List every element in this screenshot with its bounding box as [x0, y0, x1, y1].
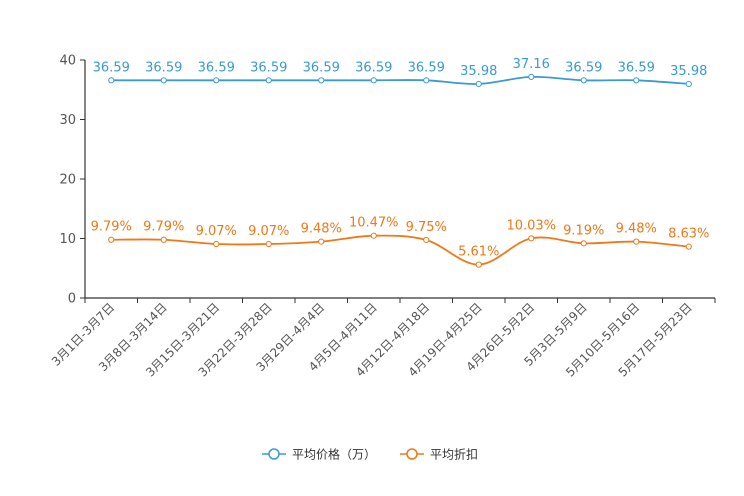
data-label: 36.59: [198, 60, 235, 75]
data-point[interactable]: [318, 238, 325, 245]
data-label: 36.59: [145, 60, 182, 75]
data-point[interactable]: [265, 240, 272, 248]
data-point[interactable]: [685, 80, 692, 88]
data-point[interactable]: [475, 80, 482, 88]
series-layer: [108, 73, 692, 268]
data-label: 10.47%: [349, 216, 399, 231]
data-label: 9.07%: [248, 224, 289, 239]
data-label: 10.03%: [506, 218, 556, 233]
data-point[interactable]: [265, 77, 272, 84]
data-label: 35.98: [670, 64, 707, 79]
legend-marker-icon: [268, 448, 280, 460]
data-point[interactable]: [160, 236, 167, 243]
data-label: 9.48%: [616, 222, 657, 237]
y-tick-label: 30: [59, 113, 76, 128]
data-point[interactable]: [580, 240, 587, 247]
data-point[interactable]: [213, 77, 220, 84]
data-label: 9.07%: [196, 224, 237, 239]
data-point[interactable]: [108, 236, 115, 243]
data-point[interactable]: [160, 77, 167, 84]
y-tick-label: 0: [68, 292, 76, 307]
data-label: 36.59: [618, 60, 655, 75]
data-point[interactable]: [475, 261, 482, 268]
legend-label: 平均价格（万）: [292, 447, 376, 462]
legend-item-2[interactable]: 平均折扣: [400, 447, 478, 462]
data-point[interactable]: [685, 243, 692, 250]
data-point[interactable]: [370, 232, 377, 239]
data-point[interactable]: [528, 73, 535, 80]
data-point[interactable]: [423, 77, 430, 84]
series-line-1: [111, 75, 689, 85]
legend-item-1[interactable]: 平均价格（万）: [262, 447, 376, 462]
data-point[interactable]: [633, 77, 640, 84]
data-point[interactable]: [318, 77, 325, 84]
legend-label: 平均折扣: [430, 447, 478, 462]
legend-marker-icon: [406, 448, 418, 460]
data-point[interactable]: [108, 77, 115, 84]
data-point[interactable]: [633, 238, 640, 245]
y-tick-label: 10: [59, 232, 76, 247]
data-label: 37.16: [513, 57, 550, 72]
y-tick-label: 20: [59, 173, 76, 188]
data-label: 9.79%: [91, 220, 132, 235]
data-label: 35.98: [460, 64, 497, 79]
data-point[interactable]: [213, 240, 220, 248]
data-label: 36.59: [93, 60, 130, 75]
data-label: 9.48%: [301, 222, 342, 237]
data-label: 9.19%: [563, 223, 604, 238]
data-point[interactable]: [423, 236, 430, 244]
data-point[interactable]: [370, 77, 377, 84]
data-label: 5.61%: [458, 245, 499, 260]
y-tick-label: 40: [59, 54, 76, 69]
data-point[interactable]: [528, 235, 535, 242]
data-point[interactable]: [580, 77, 587, 84]
data-labels: 36.59 36.59 36.59 36.59 36.59 36.59 36.59 35.98…: [91, 57, 710, 260]
data-label: 36.59: [250, 60, 287, 75]
data-label: 36.59: [565, 60, 602, 75]
data-label: 8.63%: [668, 227, 709, 242]
data-label: 36.59: [408, 60, 445, 75]
data-label: 9.79%: [143, 220, 184, 235]
data-label: 36.59: [303, 60, 340, 75]
legend[interactable]: 平均价格（万） 平均折扣: [262, 447, 478, 462]
series-line-2: [111, 234, 689, 266]
data-label: 36.59: [355, 60, 392, 75]
data-label: 9.75%: [406, 220, 447, 235]
